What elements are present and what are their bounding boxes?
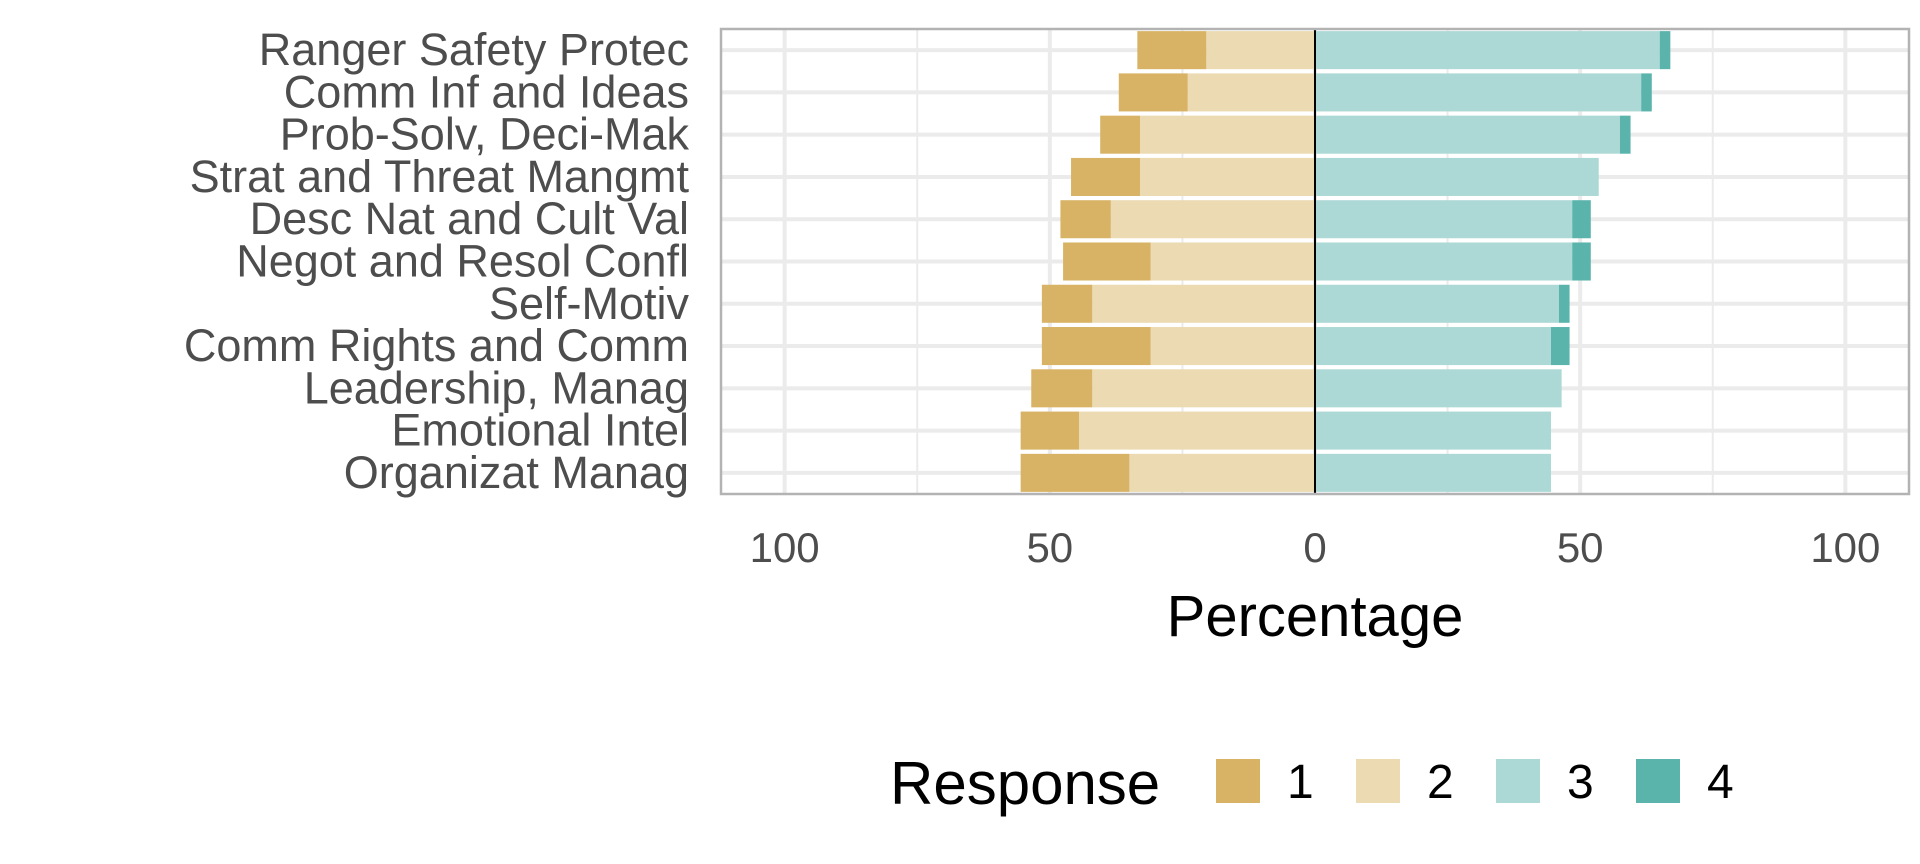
x-tick-label: 0 (1303, 524, 1326, 571)
bar-response-4 (1659, 31, 1671, 70)
legend-key-3 (1496, 759, 1540, 803)
bar-response-1 (1063, 242, 1151, 281)
category-label: Strat and Threat Mangmt (190, 151, 690, 202)
bar-response-1 (1020, 411, 1079, 450)
bar-response-3 (1315, 242, 1573, 281)
bar-response-4 (1641, 73, 1652, 112)
x-tick-label: 50 (1557, 524, 1604, 571)
bar-response-2 (1206, 31, 1315, 70)
legend-key-2 (1356, 759, 1400, 803)
x-tick-label: 100 (750, 524, 820, 571)
bar-response-2 (1139, 115, 1315, 154)
legend-label: 3 (1567, 756, 1594, 809)
x-tick-label: 50 (1026, 524, 1073, 571)
bar-response-2 (1092, 369, 1315, 408)
bar-response-3 (1315, 369, 1562, 408)
category-label: Negot and Resol Confl (236, 236, 689, 287)
panel-border (719, 27, 1911, 496)
category-label: Desc Nat and Cult Val (250, 193, 689, 244)
bar-response-3 (1315, 157, 1599, 196)
category-label: Ranger Safety Protec (259, 24, 689, 75)
bar-response-4 (1558, 284, 1570, 323)
category-label: Comm Rights and Comm (184, 320, 689, 371)
bar-response-4 (1572, 242, 1591, 281)
x-tick-labels: 100 50 0 50 100 (750, 524, 1881, 571)
bar-response-1 (1020, 453, 1130, 492)
bar-response-1 (1100, 115, 1140, 154)
bar-response-2 (1110, 200, 1315, 239)
legend-key-4 (1636, 759, 1680, 803)
bar-response-2 (1187, 73, 1315, 112)
bar-response-2 (1078, 411, 1315, 450)
bar-response-3 (1315, 200, 1573, 239)
bar-response-3 (1315, 73, 1642, 112)
category-label: Emotional Intel (391, 405, 689, 456)
bar-response-1 (1031, 369, 1093, 408)
legend-title: Response (890, 750, 1160, 817)
bar-response-3 (1315, 31, 1660, 70)
x-tick-label: 100 (1810, 524, 1880, 571)
bar-response-2 (1092, 284, 1315, 323)
bar-response-3 (1315, 327, 1552, 366)
category-label: Organizat Manag (344, 447, 689, 498)
legend-label: 4 (1707, 756, 1734, 809)
bar-response-1 (1071, 157, 1140, 196)
category-label: Prob-Solv, Deci-Mak (280, 109, 690, 160)
plot-frame (719, 27, 1911, 496)
bar-response-1 (1118, 73, 1188, 112)
bar-response-3 (1315, 115, 1620, 154)
legend-label: 1 (1287, 756, 1314, 809)
bar-response-3 (1315, 453, 1552, 492)
bar-response-3 (1315, 284, 1559, 323)
bar-response-4 (1551, 327, 1570, 366)
bar-response-3 (1315, 411, 1552, 450)
category-label: Self-Motiv (489, 278, 690, 329)
category-label: Comm Inf and Ideas (284, 66, 689, 117)
legend-key-1 (1216, 759, 1260, 803)
legend: Response 1 2 3 4 (890, 750, 1734, 817)
bars (1020, 31, 1671, 492)
bar-response-4 (1572, 200, 1591, 239)
bar-response-1 (1137, 31, 1207, 70)
bar-response-2 (1139, 157, 1315, 196)
bar-response-2 (1129, 453, 1315, 492)
bar-response-4 (1619, 115, 1631, 154)
bar-response-1 (1041, 284, 1093, 323)
category-label: Leadership, Manag (304, 362, 689, 413)
x-axis-title: Percentage (1167, 584, 1464, 649)
bar-response-1 (1041, 327, 1151, 366)
bar-response-1 (1060, 200, 1111, 239)
bar-response-2 (1150, 242, 1315, 281)
legend-label: 2 (1427, 756, 1454, 809)
bar-response-2 (1150, 327, 1315, 366)
